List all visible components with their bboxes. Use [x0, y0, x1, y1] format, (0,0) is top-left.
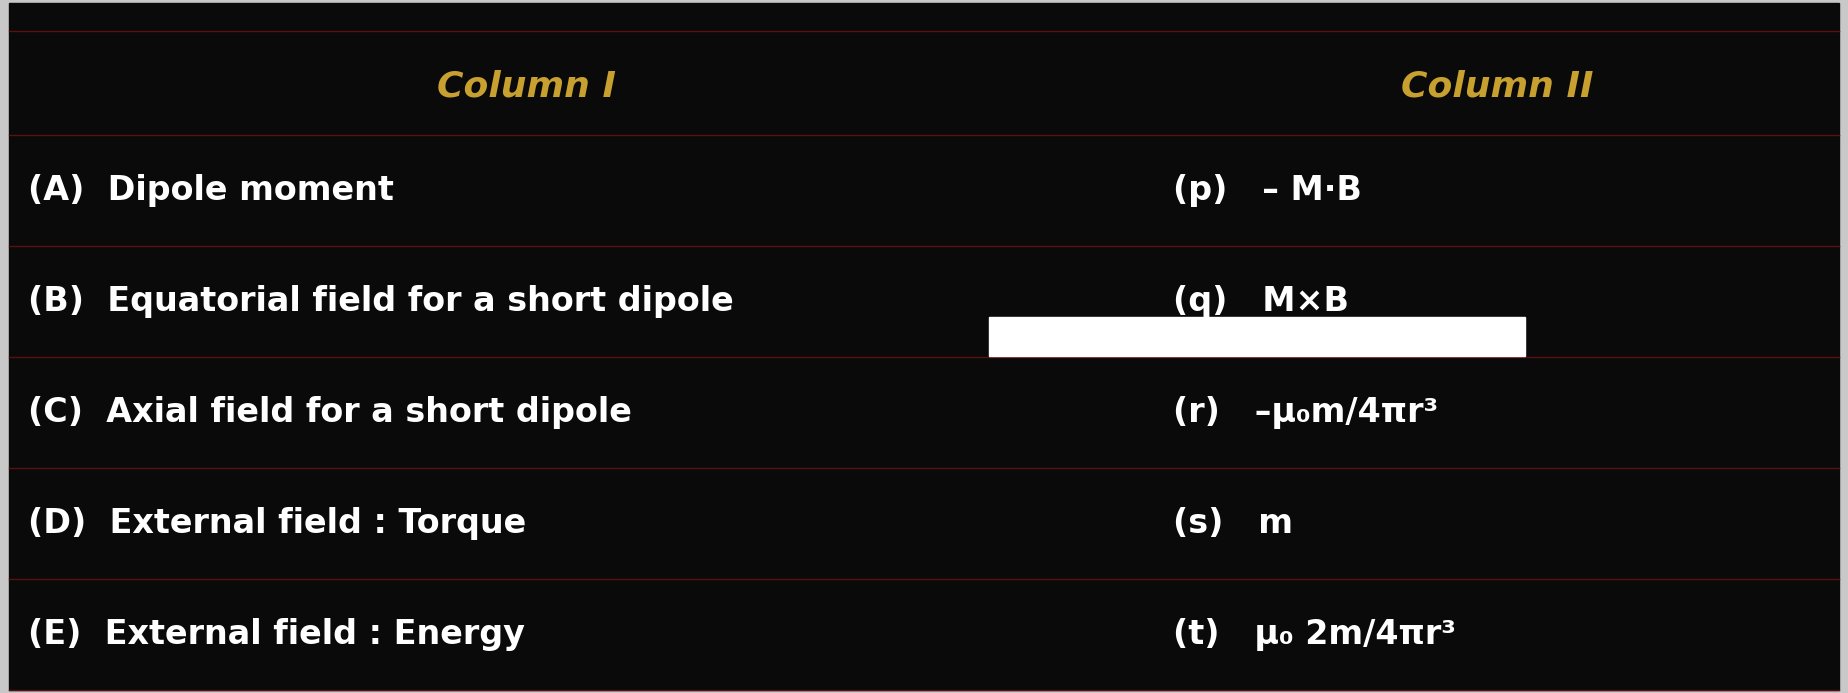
Text: (s)   m: (s) m [1173, 507, 1294, 540]
Bar [989, 317, 1525, 356]
Text: (q)   M×B: (q) M×B [1173, 285, 1349, 318]
Text: (C)  Axial field for a short dipole: (C) Axial field for a short dipole [28, 396, 632, 429]
Text: (t)   μ₀ 2m/4πr³: (t) μ₀ 2m/4πr³ [1173, 617, 1456, 651]
Text: Column II: Column II [1401, 69, 1593, 104]
Text: (p)   – M·B: (p) – M·B [1173, 174, 1362, 207]
Text: (A)  Dipole moment: (A) Dipole moment [28, 174, 394, 207]
Text: (B)  Equatorial field for a short dipole: (B) Equatorial field for a short dipole [28, 285, 734, 318]
Text: (E)  External field : Energy: (E) External field : Energy [28, 617, 525, 651]
Text: Column I: Column I [438, 69, 615, 104]
Text: (r)   –μ₀m/4πr³: (r) –μ₀m/4πr³ [1173, 396, 1438, 429]
Text: (D)  External field : Torque: (D) External field : Torque [28, 507, 527, 540]
